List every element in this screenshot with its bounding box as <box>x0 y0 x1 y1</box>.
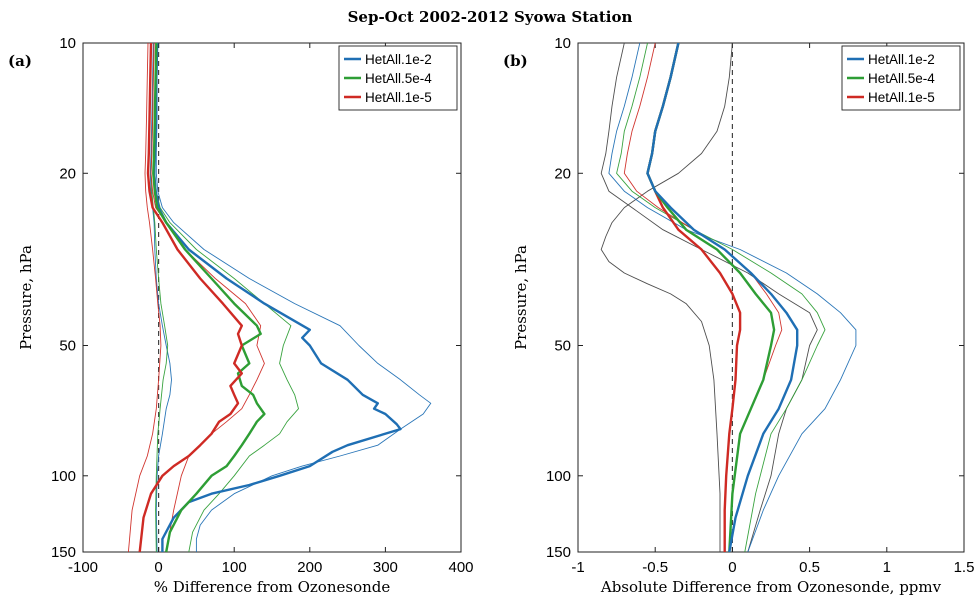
panel-b: -1 -0.5 0 0.5 1 1.5 10 20 50 100 150 Absolute Diffe… <box>503 35 974 596</box>
y-tick-label: 50 <box>59 338 76 355</box>
series-line-spread <box>149 43 172 552</box>
y-axis-label: Pressure, hPa <box>512 245 530 350</box>
legend: HetAll.1e-2 HetAll.5e-4 HetAll.1e-5 <box>338 45 458 111</box>
y-tick-label: 20 <box>554 165 571 182</box>
x-tick-label: -0.5 <box>642 559 668 576</box>
y-tick-label: 20 <box>59 165 76 182</box>
x-tick-label: -100 <box>68 559 98 576</box>
legend-label: HetAll.5e-4 <box>365 71 432 86</box>
series-line-sonde <box>600 43 733 552</box>
x-axis-label: Absolute Difference from Ozonesonde, ppm… <box>600 578 942 596</box>
legend-label: HetAll.1e-5 <box>365 90 432 105</box>
series-line-sonde <box>600 43 818 552</box>
panel-a: -100 0 100 200 300 400 10 20 50 100 150 % Differenc… <box>8 35 474 596</box>
x-axis-label: % Difference from Ozonesonde <box>154 578 391 596</box>
x-tick-label: 1.5 <box>954 559 975 576</box>
y-axis-label: Pressure, hPa <box>17 245 35 350</box>
panel-label: (b) <box>503 52 528 70</box>
series-line-mean <box>138 43 244 552</box>
series-line-mean <box>646 43 799 552</box>
x-tick-label: 200 <box>297 559 322 576</box>
series-line-spread <box>150 43 265 552</box>
legend-label: HetAll.1e-2 <box>868 52 935 67</box>
series-line-spread <box>608 43 857 552</box>
y-tick-label: 10 <box>554 35 571 52</box>
y-tick-label: 150 <box>51 544 76 561</box>
series-line-spread <box>155 43 432 552</box>
series-line-spread <box>616 43 826 552</box>
y-tick-label: 100 <box>546 468 571 485</box>
x-tick-label: 0.5 <box>799 559 820 576</box>
legend-label: HetAll.5e-4 <box>868 71 935 86</box>
y-tick-label: 10 <box>59 35 76 52</box>
legend-label: HetAll.1e-2 <box>365 52 432 67</box>
series-line-mean <box>152 43 266 552</box>
y-tick-label: 150 <box>546 544 571 561</box>
plot-area <box>127 43 432 552</box>
legend: HetAll.1e-2 HetAll.5e-4 HetAll.1e-5 <box>841 45 961 111</box>
y-tick-label: 50 <box>554 338 571 355</box>
plot-area <box>600 43 857 552</box>
series-line-mean <box>646 43 742 552</box>
x-tick-label: 300 <box>373 559 398 576</box>
legend-box <box>338 45 458 111</box>
y-tick-label: 100 <box>51 468 76 485</box>
x-tick-label: -1 <box>571 559 584 576</box>
series-line-mean <box>152 43 402 552</box>
x-tick-label: 0 <box>728 559 736 576</box>
axes-frame <box>577 42 965 553</box>
x-tick-label: 400 <box>448 559 473 576</box>
x-tick-label: 100 <box>222 559 247 576</box>
series-line-mean <box>646 43 776 552</box>
series-line-spread <box>150 43 169 552</box>
x-tick-label: 0 <box>154 559 162 576</box>
legend-label: HetAll.1e-5 <box>868 90 935 105</box>
panel-label: (a) <box>8 52 32 70</box>
series-line-spread <box>127 43 162 552</box>
x-tick-label: 1 <box>883 559 891 576</box>
axes-frame <box>82 42 462 553</box>
figure-title: Sep-Oct 2002-2012 Syowa Station <box>348 8 633 26</box>
